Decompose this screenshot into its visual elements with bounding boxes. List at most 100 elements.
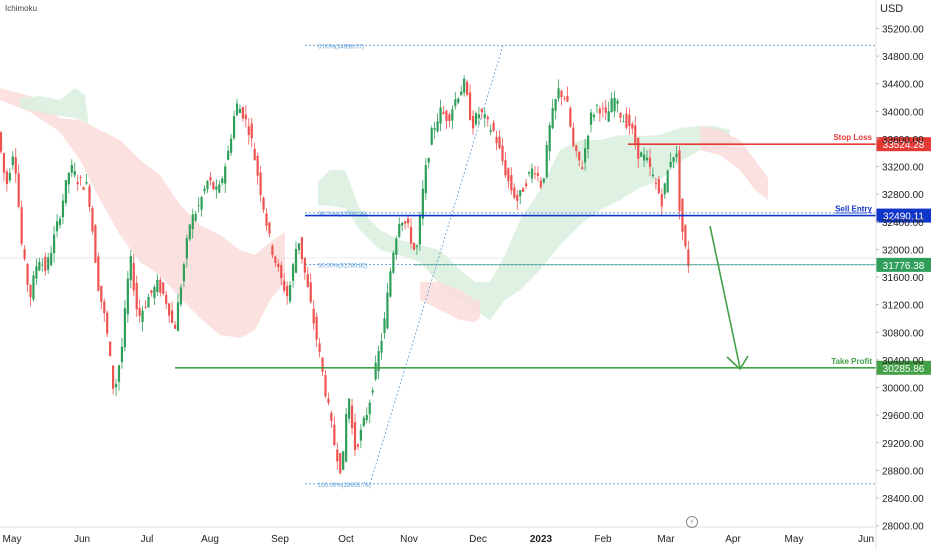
candle-body bbox=[601, 107, 604, 109]
candle-body bbox=[32, 275, 35, 300]
candle-body bbox=[333, 424, 336, 446]
candle-body bbox=[88, 186, 91, 207]
candle-body bbox=[173, 324, 177, 329]
candle-body bbox=[235, 103, 239, 116]
x-tick-label: Aug bbox=[201, 534, 219, 545]
candle-body bbox=[8, 172, 11, 181]
candle-body bbox=[371, 390, 374, 393]
y-tick-label: 28800.00 bbox=[882, 466, 924, 477]
fib-level-label: 0.00%(34956.07) bbox=[318, 44, 364, 50]
candle-body bbox=[436, 121, 439, 132]
candle-body bbox=[374, 362, 377, 380]
price-tag-label: 30285.86 bbox=[883, 364, 925, 375]
candle-body bbox=[209, 176, 212, 181]
price-tag bbox=[876, 360, 931, 375]
candle-body bbox=[129, 256, 132, 281]
candlesticks bbox=[0, 75, 690, 475]
candle-body bbox=[501, 145, 504, 162]
candle-body bbox=[589, 112, 593, 125]
x-tick-label: Mar bbox=[657, 534, 675, 545]
candle-body bbox=[58, 218, 62, 226]
candle-body bbox=[684, 225, 687, 247]
candle-body bbox=[663, 183, 666, 195]
candle-body bbox=[188, 224, 191, 240]
candle-body bbox=[622, 121, 625, 123]
candle-body bbox=[365, 415, 368, 421]
candle-body bbox=[291, 264, 295, 281]
candle-body bbox=[510, 175, 513, 191]
x-tick-label: Jun bbox=[74, 534, 90, 545]
candle-body bbox=[327, 398, 330, 403]
candle-body bbox=[185, 238, 188, 259]
candle-body bbox=[377, 351, 380, 372]
cloud-bear-segment bbox=[700, 126, 768, 200]
candle-body bbox=[277, 263, 280, 268]
candle-body bbox=[138, 307, 141, 316]
candle-body bbox=[53, 234, 56, 254]
candle-body bbox=[244, 114, 247, 120]
candle-body bbox=[353, 422, 357, 450]
candle-body bbox=[2, 153, 6, 173]
candle-body bbox=[569, 108, 572, 127]
candle-body bbox=[312, 308, 315, 324]
fib-level-label: 50.00%(31780.82) bbox=[318, 264, 367, 270]
candle-body bbox=[439, 107, 442, 124]
candle-body bbox=[150, 290, 153, 293]
x-tick-label: Dec bbox=[469, 534, 487, 545]
candle-body bbox=[575, 145, 578, 152]
y-tick-label: 32800.00 bbox=[882, 190, 924, 201]
candle-body bbox=[592, 114, 596, 118]
candle-body bbox=[392, 252, 395, 273]
candle-body bbox=[206, 181, 209, 190]
candle-body bbox=[297, 243, 301, 250]
candle-body bbox=[533, 173, 537, 175]
candle-body bbox=[468, 92, 472, 120]
candle-body bbox=[280, 265, 283, 279]
candle-body bbox=[619, 113, 622, 118]
x-tick-label: Sep bbox=[271, 534, 289, 545]
candle-body bbox=[504, 160, 507, 176]
candle-body bbox=[5, 171, 8, 184]
level-name-label: Sell Entry bbox=[835, 205, 872, 214]
candle-body bbox=[29, 284, 32, 298]
candle-body bbox=[120, 346, 124, 363]
candle-body bbox=[73, 171, 76, 176]
candle-body bbox=[448, 114, 451, 121]
candle-body bbox=[578, 151, 581, 161]
candle-body bbox=[489, 130, 492, 132]
candle-body bbox=[386, 292, 389, 329]
candle-body bbox=[542, 178, 545, 183]
y-tick-label: 29600.00 bbox=[882, 411, 924, 422]
candle-body bbox=[339, 453, 342, 473]
candle-body bbox=[144, 306, 147, 308]
candle-body bbox=[47, 257, 50, 270]
candle-body bbox=[271, 245, 274, 256]
candle-body bbox=[640, 152, 643, 157]
y-tick-label: 32000.00 bbox=[882, 245, 924, 256]
candle-body bbox=[539, 180, 542, 188]
x-tick-label: Apr bbox=[725, 534, 741, 545]
candle-body bbox=[687, 249, 690, 267]
lightning-icon[interactable]: ⚡ bbox=[686, 516, 698, 528]
candle-body bbox=[135, 282, 138, 310]
candle-body bbox=[522, 188, 525, 192]
candle-body bbox=[607, 111, 610, 122]
candle-body bbox=[44, 256, 47, 271]
currency-label: USD bbox=[880, 3, 904, 15]
candle-body bbox=[64, 180, 67, 203]
candle-body bbox=[348, 398, 351, 419]
candle-body bbox=[41, 264, 44, 266]
level-name-label: Take Profit bbox=[831, 357, 872, 366]
candle-body bbox=[250, 123, 253, 139]
candle-body bbox=[631, 123, 634, 129]
candle-body bbox=[103, 301, 106, 314]
ichimoku-cloud bbox=[0, 88, 768, 338]
candle-body bbox=[309, 282, 312, 303]
candle-body bbox=[20, 207, 23, 244]
y-tick-label: 31600.00 bbox=[882, 273, 924, 284]
candle-body bbox=[230, 138, 233, 153]
candle-body bbox=[67, 172, 70, 185]
price-tag bbox=[876, 137, 931, 152]
candle-body bbox=[513, 187, 516, 198]
